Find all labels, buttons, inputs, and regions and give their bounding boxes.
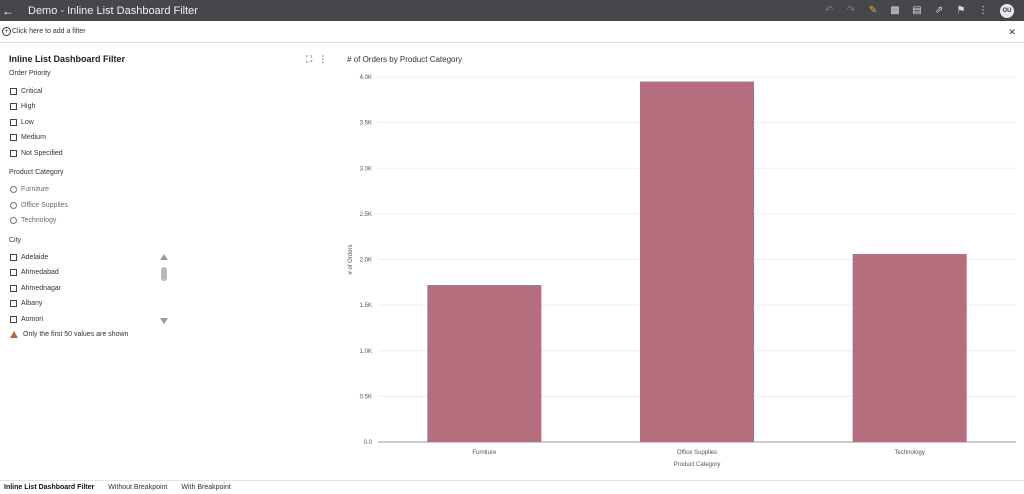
product-category-option[interactable]: Office Supplies xyxy=(10,200,68,210)
app-header: ← Demo - Inline List Dashboard Filter ↶ … xyxy=(0,0,1024,21)
y-tick-label: 3.0K xyxy=(360,166,372,172)
bookmark-icon[interactable]: ⚑ xyxy=(956,5,966,16)
bar xyxy=(427,285,542,442)
values-limit-warning: Only the first 50 values are shown xyxy=(10,331,128,338)
user-avatar[interactable]: OU xyxy=(1000,3,1014,18)
y-tick-label: 2.0K xyxy=(360,258,372,264)
filter-panel: Inline List Dashboard Filter ⛶ ⋮ Order P… xyxy=(0,43,340,480)
y-tick-label: 1.5K xyxy=(360,303,372,309)
bar-chart: 0.0 0.5K 1.0K 1.5K 2.0K 2.5K 3.0K 3.5K 4.0K Furni… xyxy=(348,75,1016,468)
product-category-option[interactable]: Technology xyxy=(10,215,56,225)
scrollbar-thumb[interactable] xyxy=(161,267,167,281)
filter-options-icon[interactable]: ✕ xyxy=(1008,27,1016,37)
checkbox-icon[interactable] xyxy=(10,299,17,307)
app-title: Demo - Inline List Dashboard Filter xyxy=(28,4,198,17)
city-label: City xyxy=(9,237,22,244)
y-tick-label: 3.5K xyxy=(360,121,372,127)
bar xyxy=(640,81,754,442)
tab-with-breakpoint[interactable]: With Breakpoint xyxy=(181,484,231,491)
checkbox-icon[interactable] xyxy=(10,87,17,95)
bar xyxy=(852,254,967,442)
radio-icon[interactable] xyxy=(10,185,17,193)
panel-title: Inline List Dashboard Filter xyxy=(9,54,126,64)
comments-icon[interactable]: ▤ xyxy=(912,5,922,16)
maximize-icon[interactable]: ⛶ xyxy=(306,54,313,64)
header-toolbar: ↶ ↷ ✎ ▩ ▤ ⇗ ⚑ ⋮ OU xyxy=(818,0,1024,21)
tab-inline-list[interactable]: Inline List Dashboard Filter xyxy=(4,484,95,491)
y-tick-label: 1.0K xyxy=(360,349,372,355)
y-axis-title: # of Orders xyxy=(348,244,354,274)
radio-icon[interactable] xyxy=(10,201,17,209)
edit-icon[interactable]: ✎ xyxy=(868,5,878,16)
city-option[interactable]: Ahmedabad xyxy=(10,267,59,277)
y-tick-label: 0.5K xyxy=(360,394,372,400)
city-option[interactable]: Ahmednagar xyxy=(10,283,61,293)
city-option[interactable]: Albany xyxy=(10,298,42,308)
x-axis-title: Product Category xyxy=(674,462,721,468)
chart-title: # of Orders by Product Category xyxy=(347,55,463,64)
add-filter-link[interactable]: Click here to add a filter xyxy=(12,28,86,35)
x-tick-label: Furniture xyxy=(472,450,497,456)
warning-icon xyxy=(10,331,18,338)
product-category-label: Product Category xyxy=(9,169,64,176)
radio-icon[interactable] xyxy=(10,216,17,224)
y-tick-label: 0.0 xyxy=(364,440,373,446)
present-icon[interactable]: ▩ xyxy=(890,5,900,16)
checkbox-icon[interactable] xyxy=(10,149,17,157)
order-priority-label: Order Priority xyxy=(9,70,51,77)
export-icon[interactable]: ⇗ xyxy=(934,5,944,16)
undo-icon[interactable]: ↶ xyxy=(824,5,834,16)
y-tick-label: 2.5K xyxy=(360,212,372,218)
city-option[interactable]: Adelaide xyxy=(10,252,48,262)
checkbox-icon[interactable] xyxy=(10,284,17,292)
product-category-option[interactable]: Furniture xyxy=(10,184,49,194)
add-filter-icon[interactable]: + xyxy=(2,27,11,36)
x-tick-label: Technology xyxy=(894,450,924,456)
panel-tools: ⛶ ⋮ xyxy=(306,54,327,65)
checkbox-icon[interactable] xyxy=(10,133,17,141)
redo-icon[interactable]: ↷ xyxy=(846,5,856,16)
tab-without-breakpoint[interactable]: Without Breakpoint xyxy=(108,484,168,491)
order-priority-option[interactable]: Medium xyxy=(10,132,46,142)
menu-icon[interactable]: ⋮ xyxy=(978,5,988,16)
canvas-tabs: Inline List Dashboard Filter Without Bre… xyxy=(0,480,1024,494)
checkbox-icon[interactable] xyxy=(10,315,17,323)
checkbox-icon[interactable] xyxy=(10,118,17,126)
scroll-up-icon[interactable] xyxy=(160,254,168,260)
checkbox-icon[interactable] xyxy=(10,102,17,110)
checkbox-icon[interactable] xyxy=(10,253,17,261)
y-tick-label: 4.0K xyxy=(360,75,372,81)
city-option[interactable]: Aomori xyxy=(10,314,43,324)
order-priority-option[interactable]: Low xyxy=(10,117,34,127)
checkbox-icon[interactable] xyxy=(10,268,17,276)
order-priority-option[interactable]: Critical xyxy=(10,86,42,96)
order-priority-option[interactable]: Not Specified xyxy=(10,148,63,158)
more-options-icon[interactable]: ⋮ xyxy=(318,54,328,64)
back-arrow-icon[interactable]: ← xyxy=(2,3,14,18)
x-tick-label: Office Supplies xyxy=(677,450,717,456)
scroll-down-icon[interactable] xyxy=(160,318,168,324)
order-priority-option[interactable]: High xyxy=(10,101,35,111)
filter-bar: + Click here to add a filter ✕ xyxy=(0,21,1024,43)
